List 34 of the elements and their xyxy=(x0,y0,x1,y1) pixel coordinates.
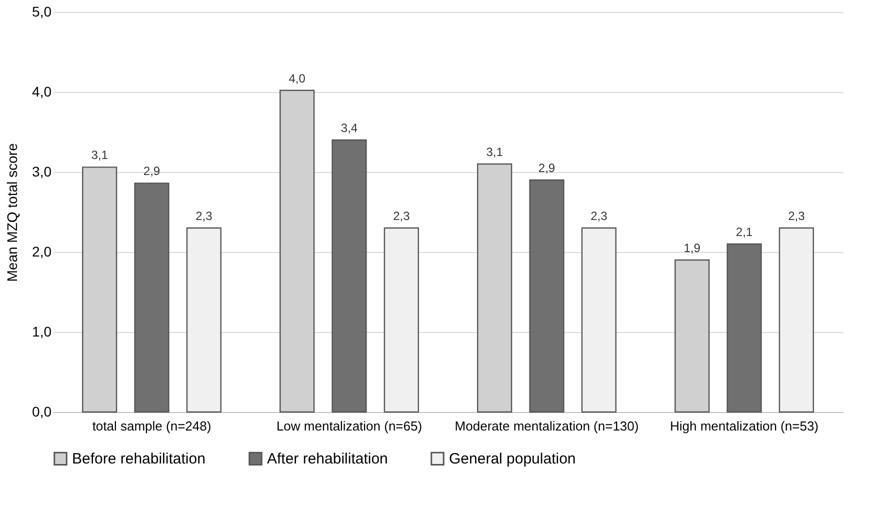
bar xyxy=(529,179,564,413)
bar xyxy=(384,227,419,413)
data-label: 2,3 xyxy=(196,209,213,223)
legend-label: After rehabilitation xyxy=(267,450,388,468)
bar xyxy=(332,139,367,413)
data-label: 2,3 xyxy=(788,209,806,223)
y-tick-label: 1,0 xyxy=(32,324,52,340)
x-tick-label: Moderate mentalization (n=130) xyxy=(454,418,639,434)
bar xyxy=(134,182,170,413)
data-label: 2,3 xyxy=(393,209,410,223)
bar xyxy=(778,227,814,413)
y-tick-label: 0,0 xyxy=(32,404,52,420)
x-tick-label: High mentalization (n=53) xyxy=(670,418,818,434)
bar xyxy=(726,243,762,413)
y-tick-label: 4,0 xyxy=(32,84,52,100)
data-label: 3,1 xyxy=(91,148,108,162)
x-tick-label: Low mentalization (n=65) xyxy=(276,418,422,434)
data-label: 2,1 xyxy=(736,225,753,239)
y-axis-title: Mean MZQ total score xyxy=(4,143,20,282)
legend-label: Before rehabilitation xyxy=(72,450,206,468)
bar xyxy=(186,227,222,413)
legend-label: General population xyxy=(449,450,576,468)
data-label: 1,9 xyxy=(684,241,701,255)
data-label: 4,0 xyxy=(288,71,306,86)
data-label: 2,9 xyxy=(538,161,556,175)
data-label: 2,3 xyxy=(590,209,608,223)
bar xyxy=(581,227,616,413)
data-label: 3,1 xyxy=(486,145,504,159)
data-label: 3,4 xyxy=(340,121,358,135)
y-tick-label: 5,0 xyxy=(32,4,52,20)
data-label: 2,9 xyxy=(143,164,160,178)
x-tick-label: total sample (n=248) xyxy=(92,418,212,434)
y-tick-label: 3,0 xyxy=(32,164,52,180)
y-tick-label: 2,0 xyxy=(32,244,52,260)
